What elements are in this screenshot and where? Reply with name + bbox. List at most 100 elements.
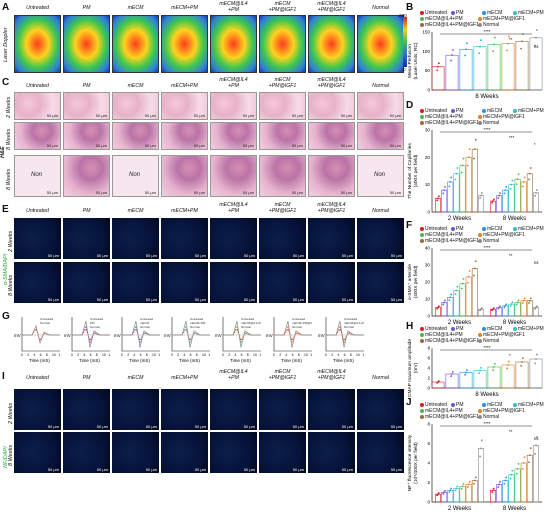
y-tick-label: 20 <box>425 155 431 160</box>
emg-x-tick: 8 <box>247 353 249 357</box>
data-point-untreated <box>438 62 440 65</box>
data-point-normal <box>535 36 537 39</box>
data-point-normal <box>536 353 538 356</box>
emg-x-tick: 8 <box>196 353 198 357</box>
emg-x-tick: 8 <box>350 353 352 357</box>
scale-bar-label: 50 μm <box>46 190 58 195</box>
legend-label-mecm_pm: mECM+PM <box>518 402 544 408</box>
data-point-mecm <box>465 48 467 51</box>
emg-x-tick: 6 <box>241 353 243 357</box>
emg-x-tick: 6 <box>40 353 42 357</box>
data-point-pm <box>451 373 453 375</box>
scale-bar-label: 50 μm <box>95 113 107 118</box>
he-image: 50 μm <box>210 155 257 197</box>
data-point-normal <box>536 305 538 308</box>
data-point-pm_igf1 <box>523 456 526 459</box>
data-point-pm_igf1 <box>467 483 470 486</box>
data-point-mecm <box>464 54 466 57</box>
scale-bar-label: 50 μm <box>243 253 255 258</box>
data-point-mecm_pm <box>511 301 514 304</box>
bar-pm <box>441 302 448 317</box>
data-point-pm <box>498 483 501 486</box>
emg-x-tick: 6 <box>292 353 294 357</box>
fluorescence-image: 50 μm <box>112 218 159 259</box>
emg-x-tick: 6 <box>344 353 346 357</box>
legend-label-pm_igf1: mECM+PM@IGF1 <box>483 408 525 414</box>
data-point-pm <box>497 307 500 310</box>
bar-untreated <box>431 381 445 389</box>
data-point-il4_igf1 <box>529 167 532 169</box>
legend-swatch-pm <box>451 327 455 331</box>
emg-trace-normal <box>22 324 60 345</box>
data-point-il4_pm <box>517 299 520 302</box>
scale-bar-label: 50 μm <box>242 143 254 148</box>
emg-x-tick: 12 <box>208 353 210 357</box>
emg-x-tick: 2 <box>331 353 333 357</box>
data-point-untreated <box>437 493 439 496</box>
legend-label-untreated: Untreated <box>425 402 447 408</box>
emg-x-tick: 4 <box>83 353 85 357</box>
fluorescence-image: 50 μm <box>112 432 159 473</box>
y-tick-label: 30 <box>425 263 431 268</box>
data-point-untreated <box>491 201 493 204</box>
legend-swatch-il4_igf1 <box>420 415 424 419</box>
scale-bar-label: 50 μm <box>47 253 59 258</box>
data-point-mecm <box>448 185 451 188</box>
col-title-I-8: Normal <box>372 375 389 381</box>
data-point-mecm_pm <box>480 366 482 369</box>
fluorescence-image: 50 μm <box>259 262 306 303</box>
fluorescence-image: 50 μm <box>357 432 404 473</box>
data-point-normal <box>535 444 537 447</box>
sig-label-2: * <box>509 353 511 358</box>
sig-label: **** <box>483 345 490 350</box>
fluorescence-image: 50 μm <box>210 432 257 473</box>
emg-legend-il4_pm: mECM@IL4+PM <box>241 321 261 325</box>
col-title-C-7: mECM@IL4 +PM@IGF1 <box>317 77 346 89</box>
scale-bar-label: 50 μm <box>341 467 353 472</box>
legend-label-il4_pm: mECM@IL4+PM <box>425 232 463 238</box>
bar-il4_pm <box>514 302 521 317</box>
legend-label-mecm: mECM <box>487 226 503 232</box>
emg-x-tick: 12 <box>259 353 261 357</box>
emg-x-tick: 8 <box>146 353 148 357</box>
scale-bar-label: 50 μm <box>144 143 156 148</box>
fluorescence-image: 50 μm <box>308 432 355 473</box>
legend-label-mecm_pm: mECM+PM <box>518 108 544 114</box>
col-title-C-1: Untreated <box>26 83 49 89</box>
colorbar-min: 0 <box>403 67 406 72</box>
scale-bar-label: 50 μm <box>243 424 255 429</box>
legend-label-pm_igf1: mECM+PM@IGF1 <box>483 332 525 338</box>
data-point-pm_igf1 <box>466 164 469 167</box>
emg-x-tick: 10 <box>356 353 360 357</box>
bar-normal <box>478 448 484 503</box>
data-point-il4_igf1 <box>474 138 477 141</box>
data-point-pm_igf1 <box>468 480 471 483</box>
scale-bar-label: 50 μm <box>390 467 402 472</box>
legend-swatch-il4_igf1 <box>420 121 424 125</box>
scale-bar-label: 50 μm <box>243 297 255 302</box>
he-image: 50 μm <box>357 92 404 120</box>
y-axis-label: (400X per field) <box>413 154 419 187</box>
bar-il4_igf1 <box>471 480 478 503</box>
col-title-C-8: Normal <box>372 83 389 89</box>
data-point-normal <box>534 307 536 310</box>
data-point-il4_pm <box>516 178 519 181</box>
data-point-il4_pm <box>492 369 494 372</box>
row-label-e-2w: 2 Weeks <box>8 230 14 252</box>
scale-bar-label: 50 μm <box>96 424 108 429</box>
fluorescence-image: 50 μm <box>14 389 61 430</box>
y-tick-label: 0 <box>427 210 430 215</box>
he-image: 50 μm <box>112 92 159 120</box>
emg-trace-normal <box>223 320 261 348</box>
legend-swatch-pm_igf1 <box>478 233 482 237</box>
legend-label-pm: PM <box>456 10 464 16</box>
data-point-mecm <box>450 293 453 296</box>
emg-x-tick: 10 <box>253 353 257 357</box>
emg-legend-untreated: Untreated <box>292 317 306 321</box>
data-point-normal <box>534 453 536 455</box>
data-point-pm_igf1 <box>467 276 470 278</box>
legend-swatch-mecm <box>482 109 486 113</box>
y-tick-label: 4 <box>427 366 430 371</box>
